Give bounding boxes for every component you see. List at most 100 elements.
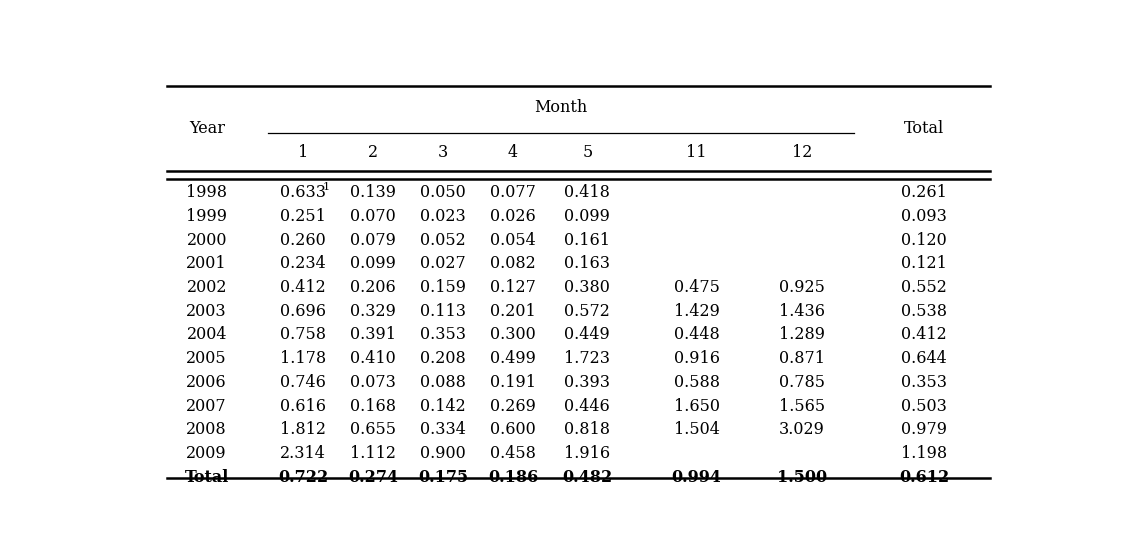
- Text: 0.099: 0.099: [564, 208, 611, 225]
- Text: 2004: 2004: [186, 326, 227, 344]
- Text: 1.436: 1.436: [779, 303, 824, 320]
- Text: 0.446: 0.446: [564, 397, 611, 415]
- Text: 2002: 2002: [186, 279, 227, 296]
- Text: 1.289: 1.289: [779, 326, 824, 344]
- Text: 0.503: 0.503: [901, 397, 947, 415]
- Text: 3: 3: [438, 144, 448, 162]
- Text: 0.161: 0.161: [564, 231, 611, 249]
- Text: 0.616: 0.616: [280, 397, 326, 415]
- Text: 0.234: 0.234: [280, 255, 326, 273]
- Text: 0.449: 0.449: [564, 326, 611, 344]
- Text: 0.093: 0.093: [901, 208, 947, 225]
- Text: 0.979: 0.979: [901, 421, 947, 438]
- Text: 0.746: 0.746: [280, 374, 326, 391]
- Text: 0.334: 0.334: [420, 421, 466, 438]
- Text: 0.159: 0.159: [420, 279, 466, 296]
- Text: 0.077: 0.077: [490, 184, 536, 201]
- Text: 0.052: 0.052: [420, 231, 466, 249]
- Text: 0.925: 0.925: [779, 279, 824, 296]
- Text: 0.655: 0.655: [350, 421, 396, 438]
- Text: 0.818: 0.818: [564, 421, 611, 438]
- Text: 2.314: 2.314: [280, 445, 326, 462]
- Text: 1: 1: [322, 182, 330, 192]
- Text: 0.758: 0.758: [280, 326, 326, 344]
- Text: 0.994: 0.994: [672, 469, 721, 486]
- Text: 12: 12: [791, 144, 812, 162]
- Text: 0.127: 0.127: [490, 279, 536, 296]
- Text: 2008: 2008: [186, 421, 227, 438]
- Text: 0.448: 0.448: [674, 326, 719, 344]
- Text: 2: 2: [368, 144, 378, 162]
- Text: Total: Total: [185, 469, 229, 486]
- Text: 0.088: 0.088: [420, 374, 466, 391]
- Text: 0.206: 0.206: [350, 279, 396, 296]
- Text: 2000: 2000: [186, 231, 227, 249]
- Text: 0.696: 0.696: [280, 303, 326, 320]
- Text: 1.812: 1.812: [280, 421, 326, 438]
- Text: 0.871: 0.871: [779, 350, 824, 367]
- Text: 1.916: 1.916: [564, 445, 611, 462]
- Text: 1.650: 1.650: [674, 397, 719, 415]
- Text: 1999: 1999: [186, 208, 227, 225]
- Text: 0.054: 0.054: [490, 231, 536, 249]
- Text: 0.251: 0.251: [280, 208, 326, 225]
- Text: 1998: 1998: [186, 184, 227, 201]
- Text: 1.500: 1.500: [777, 469, 826, 486]
- Text: 0.475: 0.475: [674, 279, 719, 296]
- Text: 0.027: 0.027: [420, 255, 466, 273]
- Text: 2009: 2009: [186, 445, 227, 462]
- Text: 2001: 2001: [186, 255, 227, 273]
- Text: 0.023: 0.023: [420, 208, 466, 225]
- Text: 0.633: 0.633: [280, 184, 326, 201]
- Text: 0.482: 0.482: [562, 469, 613, 486]
- Text: 0.026: 0.026: [490, 208, 536, 225]
- Text: 0.175: 0.175: [418, 469, 469, 486]
- Text: 2006: 2006: [186, 374, 227, 391]
- Text: 0.261: 0.261: [901, 184, 947, 201]
- Text: 1.723: 1.723: [564, 350, 611, 367]
- Text: 0.329: 0.329: [350, 303, 396, 320]
- Text: 0.916: 0.916: [674, 350, 719, 367]
- Text: 0.722: 0.722: [278, 469, 329, 486]
- Text: 2003: 2003: [186, 303, 227, 320]
- Text: 3.029: 3.029: [779, 421, 824, 438]
- Text: 0.121: 0.121: [901, 255, 947, 273]
- Text: 2007: 2007: [186, 397, 227, 415]
- Text: 4: 4: [508, 144, 518, 162]
- Text: 0.612: 0.612: [899, 469, 949, 486]
- Text: 0.418: 0.418: [564, 184, 611, 201]
- Text: 0.168: 0.168: [350, 397, 396, 415]
- Text: 0.499: 0.499: [490, 350, 536, 367]
- Text: Total: Total: [904, 120, 944, 137]
- Text: 0.120: 0.120: [901, 231, 947, 249]
- Text: Month: Month: [534, 99, 588, 115]
- Text: 0.391: 0.391: [350, 326, 396, 344]
- Text: 1: 1: [298, 144, 308, 162]
- Text: 0.113: 0.113: [420, 303, 466, 320]
- Text: 0.269: 0.269: [490, 397, 536, 415]
- Text: 0.393: 0.393: [564, 374, 611, 391]
- Text: 0.191: 0.191: [490, 374, 536, 391]
- Text: 0.353: 0.353: [901, 374, 947, 391]
- Text: Year: Year: [189, 120, 225, 137]
- Text: 0.201: 0.201: [490, 303, 536, 320]
- Text: 0.410: 0.410: [350, 350, 396, 367]
- Text: 0.163: 0.163: [564, 255, 611, 273]
- Text: 0.099: 0.099: [350, 255, 396, 273]
- Text: 0.050: 0.050: [420, 184, 466, 201]
- Text: 0.644: 0.644: [901, 350, 947, 367]
- Text: 0.260: 0.260: [280, 231, 326, 249]
- Text: 0.139: 0.139: [350, 184, 396, 201]
- Text: 0.600: 0.600: [490, 421, 536, 438]
- Text: 0.186: 0.186: [488, 469, 539, 486]
- Text: 0.079: 0.079: [350, 231, 396, 249]
- Text: 0.785: 0.785: [779, 374, 824, 391]
- Text: 0.082: 0.082: [490, 255, 536, 273]
- Text: 1.178: 1.178: [280, 350, 326, 367]
- Text: 0.458: 0.458: [490, 445, 536, 462]
- Text: 0.208: 0.208: [420, 350, 466, 367]
- Text: 0.552: 0.552: [901, 279, 947, 296]
- Text: 0.588: 0.588: [674, 374, 719, 391]
- Text: 0.142: 0.142: [420, 397, 466, 415]
- Text: 0.412: 0.412: [280, 279, 326, 296]
